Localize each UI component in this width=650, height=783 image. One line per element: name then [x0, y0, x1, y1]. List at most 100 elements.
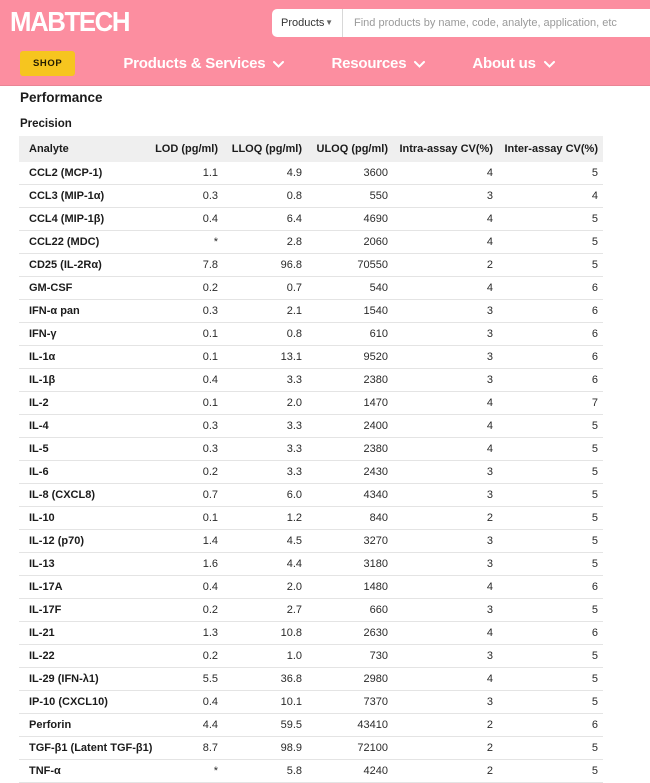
nav-label: About us — [472, 54, 536, 72]
value-cell: 3180 — [363, 558, 388, 570]
table-row: IL-12 (p70) 1.4 4.5 3270 3 5 — [19, 530, 603, 553]
value-cell: 1540 — [363, 305, 388, 317]
value-cell: 0.1 — [202, 351, 218, 363]
value-cell: 1.6 — [202, 558, 218, 570]
value-cell: 7 — [591, 397, 598, 409]
value-cell: 2.1 — [286, 305, 302, 317]
analyte-cell: IL-12 (p70) — [29, 535, 85, 547]
value-cell: 1470 — [363, 397, 388, 409]
value-cell: 4 — [486, 236, 493, 248]
site-logo[interactable]: MABTECH — [10, 6, 131, 37]
analyte-cell: IL-2 — [29, 397, 49, 409]
value-cell: 5 — [591, 259, 598, 271]
value-cell: 2.0 — [286, 397, 302, 409]
shop-button[interactable]: SHOP — [20, 50, 76, 76]
value-cell: 6 — [591, 305, 598, 317]
analyte-cell: IL-6 — [29, 466, 49, 478]
value-cell: 4.4 — [202, 719, 218, 731]
value-cell: 0.4 — [202, 581, 218, 593]
value-cell: 3 — [486, 466, 493, 478]
value-cell: 5.5 — [202, 673, 218, 685]
nav-products-services[interactable]: Products & Services — [123, 55, 285, 72]
value-cell: 4 — [486, 673, 493, 685]
value-cell: 4 — [486, 167, 493, 179]
chevron-down-icon — [543, 60, 555, 68]
table-row: Perforin 4.4 59.5 43410 2 6 — [19, 714, 603, 737]
value-cell: 4 — [486, 420, 493, 432]
value-cell: 0.8 — [286, 328, 302, 340]
value-cell: 3 — [486, 305, 493, 317]
value-cell: 1.2 — [286, 512, 302, 524]
table-row: IL-6 0.2 3.3 2430 3 5 — [19, 461, 603, 484]
value-cell: 550 — [369, 190, 388, 202]
value-cell: 2980 — [363, 673, 388, 685]
search-input[interactable] — [343, 9, 650, 37]
search-bar: Products ▼ — [272, 9, 650, 37]
value-cell: 96.8 — [280, 259, 302, 271]
value-cell: 4.4 — [286, 558, 302, 570]
value-cell: 0.7 — [286, 282, 302, 294]
analyte-cell: IL-21 — [29, 627, 55, 639]
value-cell: 1480 — [363, 581, 388, 593]
column-header-intra-cv: Intra-assay CV(%) — [388, 136, 493, 162]
analyte-cell: CCL3 (MIP-1α) — [29, 190, 105, 202]
value-cell: 59.5 — [280, 719, 302, 731]
value-cell: 5 — [591, 167, 598, 179]
value-cell: 5 — [591, 765, 598, 777]
value-cell: 1.4 — [202, 535, 218, 547]
value-cell: 13.1 — [280, 351, 302, 363]
analyte-cell: CCL4 (MIP-1β) — [29, 213, 105, 225]
table-header-row: Analyte LOD (pg/ml) LLOQ (pg/ml) ULOQ (p… — [19, 136, 603, 162]
analyte-cell: CCL2 (MCP-1) — [29, 167, 103, 179]
analyte-cell: IP-10 (CXCL10) — [29, 696, 108, 708]
value-cell: 5 — [591, 466, 598, 478]
value-cell: 0.7 — [202, 489, 218, 501]
analyte-cell: IL-8 (CXCL8) — [29, 489, 95, 501]
page-title: Performance — [20, 90, 103, 105]
value-cell: 540 — [369, 282, 388, 294]
value-cell: 0.3 — [202, 190, 218, 202]
value-cell: 43410 — [357, 719, 388, 731]
value-cell: 0.2 — [202, 466, 218, 478]
chevron-down-icon: ▼ — [325, 18, 333, 27]
section-title: Precision — [20, 118, 72, 130]
value-cell: 4 — [486, 213, 493, 225]
value-cell: 0.2 — [202, 282, 218, 294]
value-cell: 5 — [591, 213, 598, 225]
column-header-analyte: Analyte — [19, 136, 148, 162]
main-nav: Products & Services Resources About us — [123, 54, 555, 72]
value-cell: 3 — [486, 351, 493, 363]
value-cell: 0.1 — [202, 397, 218, 409]
nav-about-us[interactable]: About us — [472, 54, 555, 72]
analyte-cell: IL-29 (IFN-λ1) — [29, 673, 99, 685]
value-cell: 2630 — [363, 627, 388, 639]
table-row: IL-10 0.1 1.2 840 2 5 — [19, 507, 603, 530]
value-cell: 5.8 — [286, 765, 302, 777]
analyte-cell: IL-13 — [29, 558, 55, 570]
analyte-cell: IL-4 — [29, 420, 49, 432]
value-cell: 840 — [369, 512, 388, 524]
header-nav: SHOP Products & Services Resources About… — [0, 48, 650, 78]
analyte-cell: Perforin — [29, 719, 72, 731]
value-cell: 2380 — [363, 374, 388, 386]
analyte-cell: IFN-γ — [29, 328, 57, 340]
value-cell: 2 — [486, 765, 493, 777]
value-cell: 70550 — [357, 259, 388, 271]
analyte-cell: IL-1β — [29, 374, 56, 386]
value-cell: 5 — [591, 673, 598, 685]
analyte-cell: GM-CSF — [29, 282, 73, 294]
value-cell: 4 — [486, 282, 493, 294]
value-cell: 2 — [486, 742, 493, 754]
value-cell: 9520 — [363, 351, 388, 363]
analyte-cell: IL-17A — [29, 581, 63, 593]
nav-resources[interactable]: Resources — [331, 55, 426, 72]
analyte-cell: IFN-α pan — [29, 305, 80, 317]
value-cell: 6 — [591, 351, 598, 363]
table-row: IFN-α pan 0.3 2.1 1540 3 6 — [19, 300, 603, 323]
chevron-down-icon — [414, 60, 426, 68]
value-cell: 0.2 — [202, 604, 218, 616]
value-cell: 98.9 — [280, 742, 302, 754]
search-category-select[interactable]: Products ▼ — [272, 9, 343, 37]
value-cell: 5 — [591, 650, 598, 662]
analyte-cell: CCL22 (MDC) — [29, 236, 100, 248]
